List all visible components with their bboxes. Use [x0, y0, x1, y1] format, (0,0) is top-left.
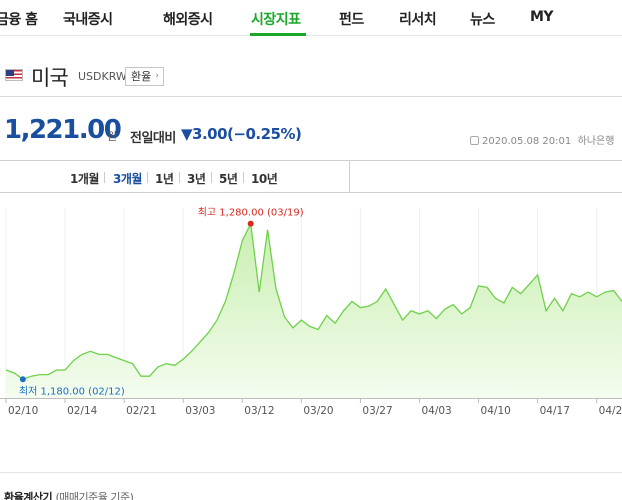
nav-item-finance-home[interactable]: 금융 홈 [0, 12, 38, 28]
high-annotation: 최고 1,280.00 (03/19) [198, 207, 304, 219]
low-point-marker [19, 376, 26, 383]
tab-3-month[interactable]: 3개월 [113, 172, 142, 186]
x-tick-label: 03/12 [244, 405, 274, 417]
price-source: 하나은행 [577, 136, 615, 147]
nav-item-market-indicators[interactable]: 시장지표 [251, 12, 301, 28]
clock-icon [470, 136, 479, 145]
current-price: 1,221.00 [4, 115, 122, 145]
chart-line [5, 221, 622, 381]
exchange-rate-chart: 02/10 02/14 02/21 03/03 03/12 03/20 03/27 04/03… [0, 207, 622, 417]
x-tick-label: 02/21 [126, 405, 156, 417]
nav-active-underline [250, 33, 306, 36]
x-tick-label: 04/17 [540, 405, 570, 417]
x-tick-label: 02/10 [8, 405, 38, 417]
country-name: 미국 [31, 66, 69, 90]
currency-code: USDKRW [78, 70, 127, 83]
high-point-marker [247, 220, 254, 227]
calculator-title: 환율계산기 (매매기준율 기준) [4, 489, 134, 500]
tab-3-year[interactable]: 3년 [187, 172, 206, 186]
period-tab-bar: 1개월 3개월 1년 3년 5년 10년 [0, 160, 622, 193]
x-tick-label: 04/03 [421, 405, 451, 417]
nav-item-research[interactable]: 리서치 [399, 12, 437, 28]
nav-item-overseas-stocks[interactable]: 해외증시 [163, 12, 213, 28]
chevron-right-icon: › [155, 71, 159, 81]
x-tick-label: 04/24 [599, 405, 622, 417]
nav-item-my[interactable]: MY [530, 9, 554, 25]
exchange-rate-button-label: 환율 [131, 70, 152, 83]
price-meta: 2020.05.08 20:01 하나은행 [470, 132, 614, 147]
chart-bottom-divider [0, 472, 622, 473]
chart-area [6, 223, 622, 398]
calculator-title-text: 환율계산기 [4, 491, 53, 500]
calculator-subtitle: (매매기준율 기준) [55, 491, 134, 500]
nav-item-news[interactable]: 뉴스 [470, 12, 495, 28]
us-flag-icon [5, 69, 23, 81]
x-tick-label: 03/27 [362, 405, 392, 417]
x-tick-label: 02/14 [67, 405, 98, 417]
top-nav: 금융 홈 국내증시 해외증시 시장지표 펀드 리서치 뉴스 MY [0, 0, 622, 36]
tab-5-year[interactable]: 5년 [219, 172, 238, 186]
price-unit: 원 [107, 130, 118, 143]
x-tick-label: 03/20 [303, 405, 333, 417]
change-value: ▼3.00(−0.25%) [181, 125, 302, 143]
nav-item-domestic-stocks[interactable]: 국내증시 [63, 12, 113, 28]
low-annotation: 최저 1,180.00 (02/12) [19, 385, 125, 397]
tab-1-year[interactable]: 1년 [155, 172, 174, 186]
tab-10-year[interactable]: 10년 [251, 172, 278, 186]
nav-item-funds[interactable]: 펀드 [339, 12, 364, 28]
x-tick-label: 03/03 [185, 405, 215, 417]
tab-1-month[interactable]: 1개월 [70, 172, 99, 186]
header-divider [0, 96, 622, 97]
x-tick-label: 04/10 [481, 405, 511, 417]
change-label: 전일대비 [130, 131, 176, 146]
exchange-rate-button[interactable]: 환율 › [125, 67, 164, 86]
price-timestamp: 2020.05.08 20:01 [482, 136, 572, 147]
